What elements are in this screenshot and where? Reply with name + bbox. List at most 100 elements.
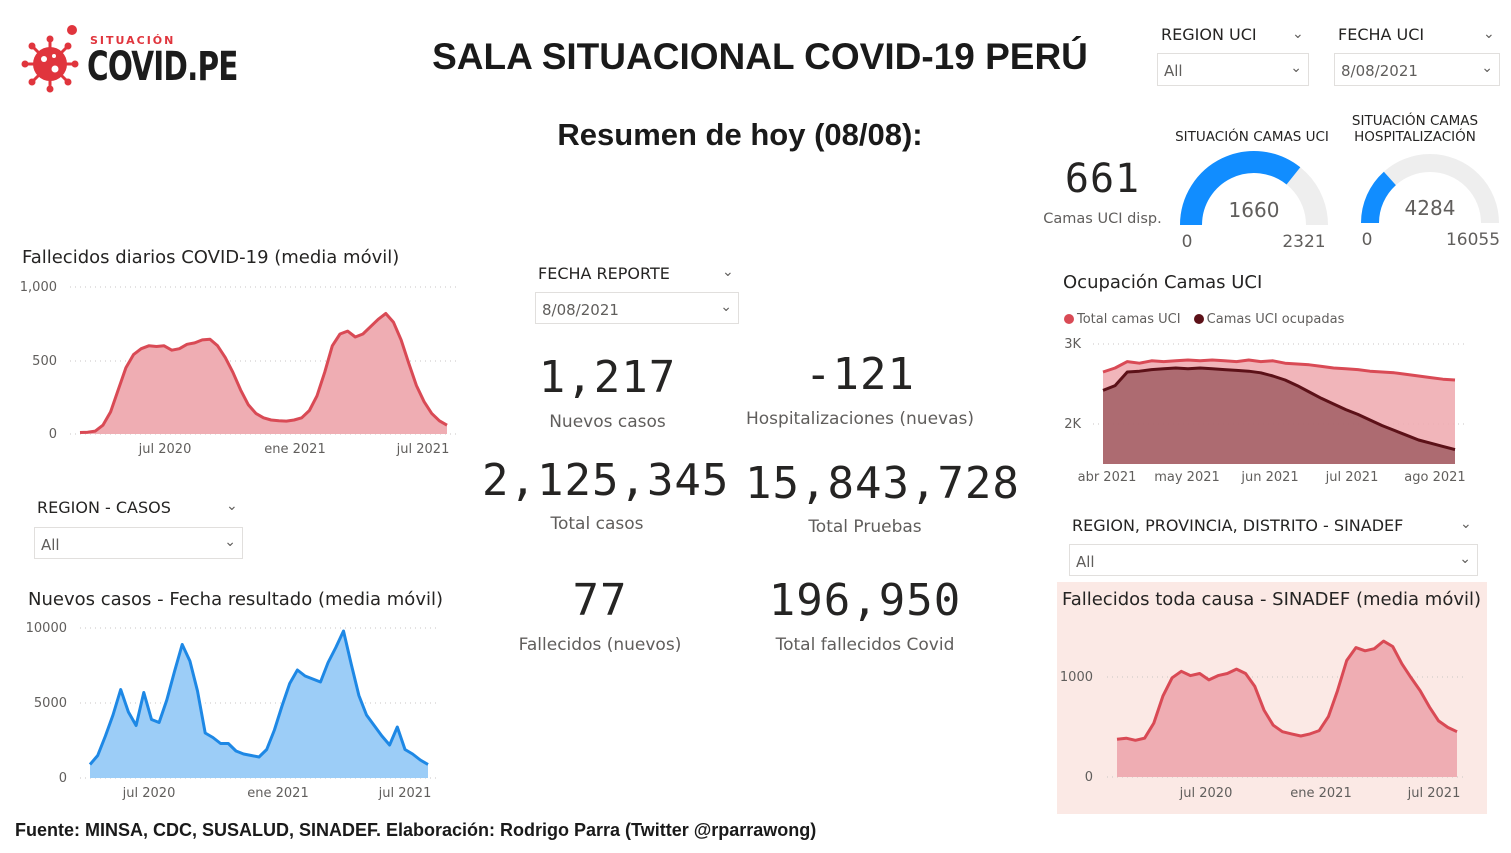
gauge-uci-min: 0 — [1182, 232, 1193, 252]
fallecidos-chart-title: Fallecidos diarios COVID-19 (media móvil… — [22, 247, 400, 268]
gauge-uci-fill — [1180, 151, 1301, 226]
logo-title: COVID.PE — [87, 44, 238, 90]
chevron-down-icon[interactable]: ⌄ — [1483, 26, 1495, 42]
x-tick-label: may 2021 — [1154, 470, 1220, 485]
gauge-uci-value: 1660 — [1229, 198, 1280, 222]
fallecidos-nuevos-label: Fallecidos (nuevos) — [518, 635, 682, 655]
legend-item[interactable]: Camas UCI ocupadas — [1193, 312, 1344, 327]
region-uci-dropdown[interactable]: All ⌄ — [1157, 53, 1309, 86]
chevron-down-icon: ⌄ — [1459, 551, 1471, 567]
nuevos-casos-label: Nuevos casos — [549, 412, 666, 432]
chevron-down-icon[interactable]: ⌄ — [226, 498, 238, 514]
camas-uci-disp-value: 661 — [1064, 156, 1141, 202]
legend-item[interactable]: Total camas UCI — [1064, 312, 1181, 327]
y-tick-label: 1000 — [1060, 670, 1093, 685]
region-uci-label: REGION UCI — [1161, 25, 1257, 44]
legend-dot — [1064, 314, 1074, 324]
virus-icon — [21, 25, 79, 93]
y-tick-label: 3K — [1064, 337, 1081, 352]
gauge-uci-title: SITUACIÓN CAMAS UCI — [1175, 129, 1329, 145]
legend-dot — [1193, 314, 1204, 324]
hospitalizaciones-value: -121 — [805, 349, 915, 400]
total-fallecidos-label: Total fallecidos Covid — [775, 635, 955, 655]
series-line[interactable] — [79, 312, 448, 434]
x-tick-label: jul 2020 — [1179, 786, 1233, 801]
gauge-hosp-fill — [1361, 171, 1397, 224]
fecha-reporte-dropdown[interactable]: 8/08/2021 ⌄ — [535, 292, 739, 324]
nuevos-casos-chart-title: Nuevos casos - Fecha resultado (media mó… — [28, 589, 443, 610]
ocupacion-uci-chart-title: Ocupación Camas UCI — [1063, 272, 1263, 293]
total-fallecidos-value: 196,950 — [768, 575, 962, 626]
chevron-down-icon[interactable]: ⌄ — [1292, 26, 1304, 42]
x-tick-label: ene 2021 — [264, 442, 325, 457]
region-sinadef-value: All — [1076, 553, 1095, 571]
series-area — [1117, 641, 1457, 777]
page-title: SALA SITUACIONAL COVID-19 PERÚ — [432, 36, 1088, 77]
nuevos-casos-value: 1,217 — [538, 352, 677, 403]
y-tick-label: 1,000 — [20, 280, 57, 295]
region-sinadef-label: REGION, PROVINCIA, DISTRITO - SINADEF — [1072, 516, 1404, 535]
ocupacion-uci-legend: Total camas UCI Camas UCI ocupadas — [1064, 309, 1352, 328]
nuevos-casos-chart: 10000 5000 0 jul 2020 ene 2021 jul 2021 — [26, 621, 438, 801]
chevron-down-icon[interactable]: ⌄ — [722, 264, 734, 280]
region-casos-label: REGION - CASOS — [37, 498, 171, 517]
region-casos-dropdown[interactable]: All ⌄ — [34, 527, 243, 559]
hospitalizaciones-label: Hospitalizaciones (nuevas) — [746, 409, 974, 429]
logo-subtitle: SITUACIÓN — [90, 34, 176, 47]
gauge-hosp-min: 0 — [1362, 230, 1373, 250]
fecha-uci-value: 8/08/2021 — [1341, 62, 1418, 80]
fallecidos-nuevos-value: 77 — [572, 575, 628, 626]
x-tick-label: jul 2020 — [122, 786, 176, 801]
y-tick-label: 0 — [49, 427, 57, 442]
region-uci-value: All — [1164, 62, 1183, 80]
total-casos-value: 2,125,345 — [482, 455, 730, 506]
total-pruebas-label: Total Pruebas — [808, 517, 922, 537]
sinadef-chart-title: Fallecidos toda causa - SINADEF (media m… — [1062, 589, 1482, 610]
summary-title: Resumen de hoy (08/08): — [557, 117, 923, 152]
gauges-svg: 1660 0 2321 4284 0 16055 — [1180, 151, 1500, 252]
sinadef-chart: 1000 0 jul 2020 ene 2021 jul 2021 — [1060, 639, 1467, 801]
fecha-uci-dropdown[interactable]: 8/08/2021 ⌄ — [1334, 53, 1500, 86]
y-tick-label: 5000 — [34, 696, 67, 711]
gauge-hosp-title: SITUACIÓN CAMAS HOSPITALIZACIÓN — [1351, 113, 1479, 145]
series-area — [1103, 368, 1455, 464]
gauge-hosp-max: 16055 — [1446, 230, 1500, 250]
chevron-down-icon: ⌄ — [224, 534, 236, 550]
y-tick-label: 10000 — [26, 621, 67, 636]
x-tick-label: ene 2021 — [247, 786, 308, 801]
fecha-reporte-label: FECHA REPORTE — [538, 264, 670, 283]
ocupacion-uci-chart: 3K 2K abr 2021 may 2021 jun 2021 jul 2021 ago … — [1064, 337, 1465, 485]
x-tick-label: jul 2021 — [1325, 470, 1379, 485]
x-tick-label: jul 2021 — [378, 786, 432, 801]
y-tick-label: 0 — [59, 771, 67, 786]
x-tick-label: jul 2021 — [396, 442, 450, 457]
x-tick-label: jul 2020 — [138, 442, 192, 457]
series-line[interactable] — [1102, 366, 1456, 452]
footer-source: Fuente: MINSA, CDC, SUSALUD, SINADEF. El… — [15, 820, 817, 840]
total-pruebas-value: 15,843,728 — [745, 458, 1020, 509]
series-line[interactable] — [1102, 358, 1456, 382]
series-area — [1103, 360, 1455, 464]
series-line[interactable] — [88, 629, 429, 766]
x-tick-label: ago 2021 — [1404, 470, 1465, 485]
x-tick-label: jun 2021 — [1240, 470, 1298, 485]
fecha-reporte-value: 8/08/2021 — [542, 301, 619, 319]
camas-uci-disp-label: Camas UCI disp. — [1043, 211, 1162, 227]
y-tick-label: 2K — [1064, 417, 1081, 432]
gauge-hosp-value: 4284 — [1405, 196, 1456, 220]
chevron-down-icon[interactable]: ⌄ — [1460, 516, 1472, 532]
region-casos-value: All — [41, 536, 60, 554]
total-casos-label: Total casos — [550, 514, 644, 534]
gauge-uci-max: 2321 — [1282, 232, 1325, 252]
x-tick-label: abr 2021 — [1078, 470, 1137, 485]
series-line[interactable] — [1116, 639, 1458, 742]
chevron-down-icon: ⌄ — [720, 299, 732, 315]
chevron-down-icon: ⌄ — [1290, 60, 1302, 76]
series-area — [80, 313, 447, 434]
series-area — [90, 631, 428, 778]
y-tick-label: 0 — [1085, 770, 1093, 785]
chevron-down-icon: ⌄ — [1481, 60, 1493, 76]
fecha-uci-label: FECHA UCI — [1338, 25, 1425, 44]
fallecidos-chart: 1,000 500 0 jul 2020 ene 2021 jul 2021 — [20, 280, 457, 457]
region-sinadef-dropdown[interactable]: All ⌄ — [1069, 544, 1478, 576]
